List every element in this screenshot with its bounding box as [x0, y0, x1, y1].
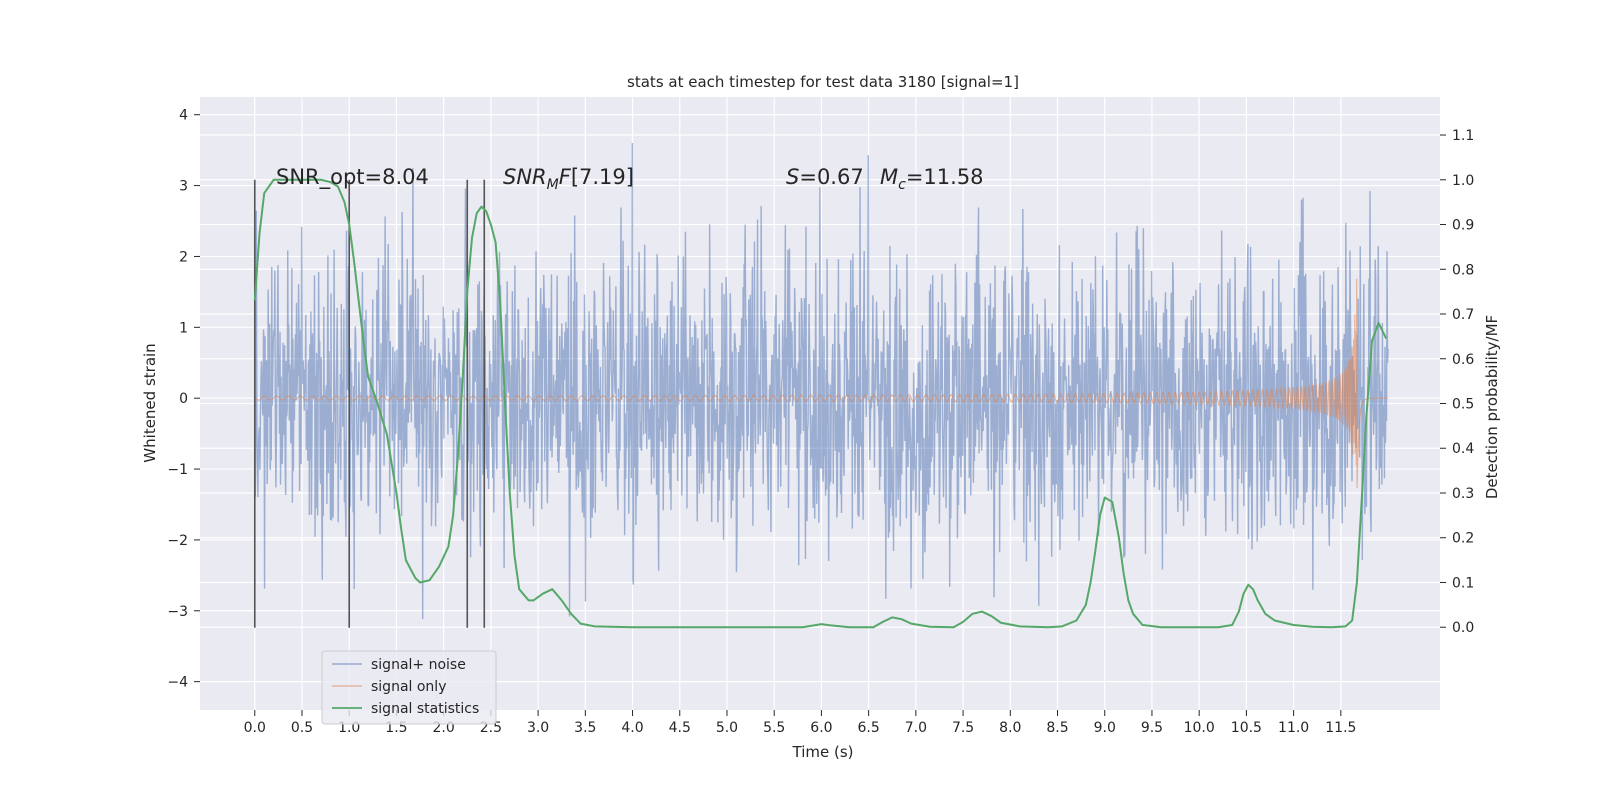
annotation-snr-mf-value: [7.19]	[571, 165, 634, 189]
x-tick-label: 7.5	[952, 720, 974, 736]
y2-axis-label: Detection probability/MF	[1483, 315, 1501, 499]
y2-tick-label: 0.5	[1452, 397, 1474, 413]
x-tick-label: 9.0	[1094, 720, 1116, 736]
annotation-chirp-mass-number: =11.58	[906, 165, 984, 189]
x-tick-label: 0.0	[244, 720, 266, 736]
x-tick-label: 9.5	[1141, 720, 1163, 736]
annotation-chirp-mass: Mc=11.58	[880, 165, 984, 193]
y-axis-ticks: 4 3 2 1 0 −1 −2 −3 −4	[167, 108, 200, 691]
signal-only-series	[254, 278, 1389, 488]
x-tick-label: 8.5	[1046, 720, 1068, 736]
y-axis-label: Whitened strain	[141, 343, 159, 462]
annotation-snr-opt: SNR_opt=8.04	[276, 165, 429, 190]
y-tick-label: 3	[179, 179, 188, 195]
x-tick-label: 4.0	[621, 720, 643, 736]
y-tick-label: −3	[167, 604, 188, 620]
x-tick-label: 4.5	[669, 720, 691, 736]
annotation-snr-mf: SNRMF[7.19]	[503, 165, 634, 193]
y2-tick-label: 0.3	[1452, 486, 1474, 502]
x-tick-label: 3.5	[574, 720, 596, 736]
chart-title: stats at each timestep for test data 318…	[627, 73, 1019, 91]
y2-tick-label: 0.1	[1452, 575, 1474, 591]
x-tick-label: 5.5	[763, 720, 785, 736]
y2-tick-label: 0.7	[1452, 307, 1474, 323]
legend: signal+ noise signal only signal statist…	[321, 650, 497, 725]
y2-tick-label: 0.8	[1452, 262, 1474, 278]
x-tick-label: 5.0	[716, 720, 738, 736]
x-tick-label: 11.0	[1278, 720, 1309, 736]
x-tick-label: 6.5	[858, 720, 880, 736]
y2-tick-label: 0.4	[1452, 441, 1474, 457]
y-tick-label: −2	[167, 533, 188, 549]
y2-tick-label: 0.6	[1452, 352, 1474, 368]
signal-statistics-line	[253, 178, 1388, 629]
y-tick-label: 0	[179, 391, 188, 407]
signal-statistics-series	[253, 178, 1388, 629]
y-tick-label: 1	[179, 320, 188, 336]
legend-box	[321, 650, 497, 725]
y-tick-label: 2	[179, 249, 188, 265]
y2-tick-label: 0.0	[1452, 620, 1474, 636]
x-axis-label: Time (s)	[792, 743, 854, 761]
x-tick-label: 10.0	[1184, 720, 1215, 736]
window-markers	[253, 179, 486, 628]
x-tick-label: 10.5	[1231, 720, 1262, 736]
x-tick-label: 7.0	[905, 720, 927, 736]
x-tick-label: 0.5	[291, 720, 313, 736]
signal-noise-line	[254, 143, 1389, 619]
signal-plus-noise-series	[254, 143, 1389, 619]
signal-only-line	[254, 278, 1389, 488]
y-tick-label: −4	[167, 675, 188, 691]
y2-tick-label: 0.9	[1452, 218, 1474, 234]
y2-tick-label: 0.2	[1452, 531, 1474, 547]
y-tick-label: 4	[179, 108, 188, 124]
annotation-s-number: =0.67	[799, 165, 863, 189]
legend-label-signal-statistics: signal statistics	[371, 701, 479, 717]
x-tick-label: 11.5	[1325, 720, 1356, 736]
legend-label-signal-noise: signal+ noise	[371, 657, 466, 673]
x-tick-label: 8.0	[999, 720, 1021, 736]
y2-tick-label: 1.1	[1452, 128, 1474, 144]
annotation-s-value: S=0.67	[786, 165, 864, 189]
y2-tick-label: 1.0	[1452, 173, 1474, 189]
y2-axis-ticks: 1.1 1.0 0.9 0.8 0.7 0.6 0.5 0.4 0.3 0.2 0.1 0.0	[1440, 128, 1474, 636]
y-tick-label: −1	[167, 462, 188, 478]
legend-label-signal-only: signal only	[371, 679, 446, 695]
x-tick-label: 3.0	[527, 720, 549, 736]
x-tick-label: 6.0	[810, 720, 832, 736]
